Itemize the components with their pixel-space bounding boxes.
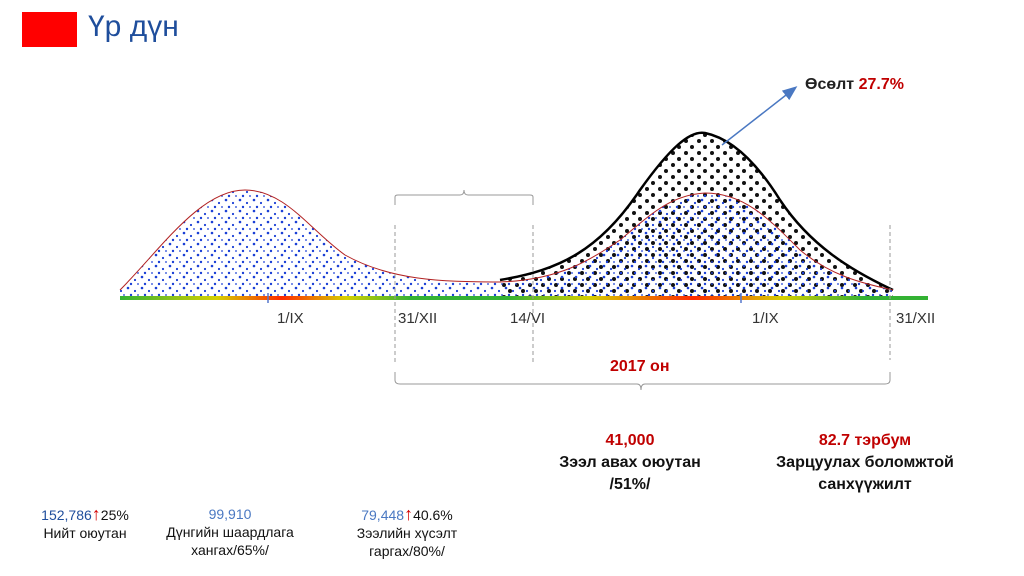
stat-available-funding: 82.7 тэрбум Зарцуулах боломжтой санхүүжи… xyxy=(760,430,970,496)
stat-line2: /51%/ xyxy=(609,476,651,493)
tick-label-31xii-a: 31/XII xyxy=(398,310,438,327)
stat-value: 41,000 xyxy=(605,432,655,449)
up-arrow-icon: ↑ xyxy=(91,504,101,524)
tick-label-1ix-a: 1/IX xyxy=(277,310,304,327)
stat-change: 40.6% xyxy=(413,507,453,523)
tick-label-14vi: 14/VI xyxy=(510,310,546,327)
year-label: 2017 он xyxy=(610,358,670,375)
stat-line2: хангах/65%/ xyxy=(191,542,269,558)
growth-value: 27.7% xyxy=(858,76,904,93)
stat-total-students: 152,786↑25% Нийт оюутан xyxy=(10,505,160,542)
stat-line1: Зарцуулах боломжтой xyxy=(776,454,954,471)
stat-change: 25% xyxy=(100,507,129,523)
page-title: Үр дүн xyxy=(88,10,179,43)
title-accent-block xyxy=(22,12,77,47)
stat-value: 79,448 xyxy=(361,507,405,523)
growth-text: Өсөлт xyxy=(805,76,855,93)
stat-loan-requests: 79,448↑40.6% Зээлийн хүсэлт гаргах/80%/ xyxy=(322,505,492,560)
tick-label-31xii-b: 31/XII xyxy=(896,310,936,327)
stat-value: 152,786 xyxy=(41,507,92,523)
year-bracket xyxy=(394,372,891,391)
stat-line1: Зээл авах оюутан xyxy=(559,454,701,471)
growth-arrow xyxy=(721,86,798,146)
stat-value: 82.7 тэрбум xyxy=(818,432,912,449)
stat-line1: Нийт оюутан xyxy=(43,525,127,541)
growth-outline xyxy=(499,131,894,292)
distribution-area xyxy=(120,190,893,298)
growth-label: Өсөлт 27.7% xyxy=(805,76,904,94)
stat-line2: санхүүжилт xyxy=(818,476,912,493)
timeline-bar xyxy=(120,296,928,300)
distribution-outline xyxy=(119,189,894,291)
stat-loan-students: 41,000 Зээл авах оюутан /51%/ xyxy=(535,430,725,496)
up-arrow-icon: ↑ xyxy=(404,504,414,524)
stat-line1: Зээлийн хүсэлт xyxy=(356,525,458,541)
stat-grade-requirement: 99,910 Дүнгийн шаардлага хангах/65%/ xyxy=(145,505,315,559)
top-bracket xyxy=(394,189,534,205)
stat-line2: гаргах/80%/ xyxy=(369,543,445,559)
tick-label-1ix-b: 1/IX xyxy=(752,310,779,327)
stat-value: 99,910 xyxy=(208,506,252,522)
stat-line1: Дүнгийн шаардлага xyxy=(166,524,294,540)
